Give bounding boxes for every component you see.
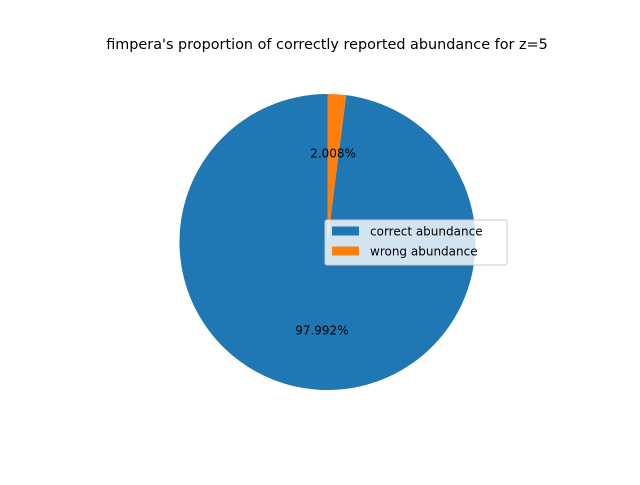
legend-label: correct abundance	[370, 225, 483, 239]
legend: correct abundance wrong abundance	[324, 219, 508, 266]
chart-title: fimpera's proportion of correctly report…	[106, 37, 548, 53]
pie-percent-labels: 97.992% 2.008%	[295, 146, 356, 337]
pie-percent-label: 2.008%	[310, 146, 356, 160]
legend-swatch	[332, 226, 359, 236]
legend-label: wrong abundance	[370, 245, 478, 259]
legend-frame	[324, 219, 508, 266]
pie-slice-wrong-abundance	[327, 94, 347, 242]
pie-percent-label: 97.992%	[295, 324, 348, 338]
legend-swatch	[332, 246, 359, 256]
